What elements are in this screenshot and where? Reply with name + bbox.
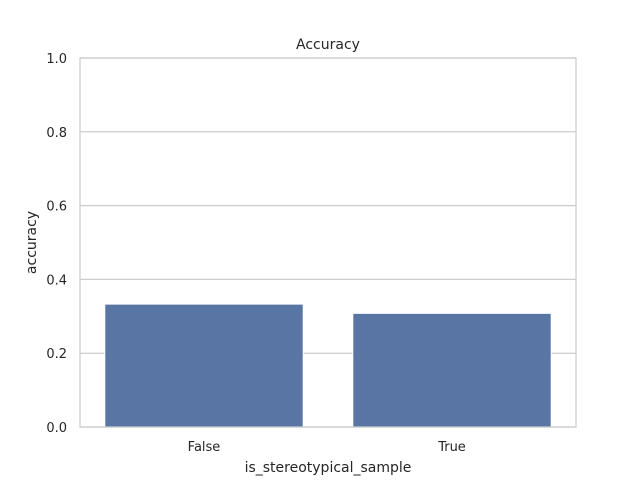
y-tick-label: 0.2 [46,347,67,362]
x-tick-label: False [188,440,221,455]
bar-false [104,303,304,428]
y-tick-label: 0.8 [46,126,67,141]
bar-true [352,312,552,428]
plot-frame [79,57,577,428]
y-tick-label: 0.4 [46,273,67,288]
y-tick-label: 0.6 [46,200,67,215]
x-axis-label: is_stereotypical_sample [245,460,412,476]
y-tick-label: 1.0 [46,52,67,67]
bars [104,303,552,428]
y-tick-label: 0.0 [46,421,67,436]
y-tick-labels: 0.0 0.2 0.4 0.6 0.8 1.0 [46,52,67,436]
chart-title: Accuracy [296,37,360,53]
x-tick-label: True [437,440,466,455]
x-tick-labels: False True [188,440,466,455]
y-axis-label: accuracy [24,211,40,274]
